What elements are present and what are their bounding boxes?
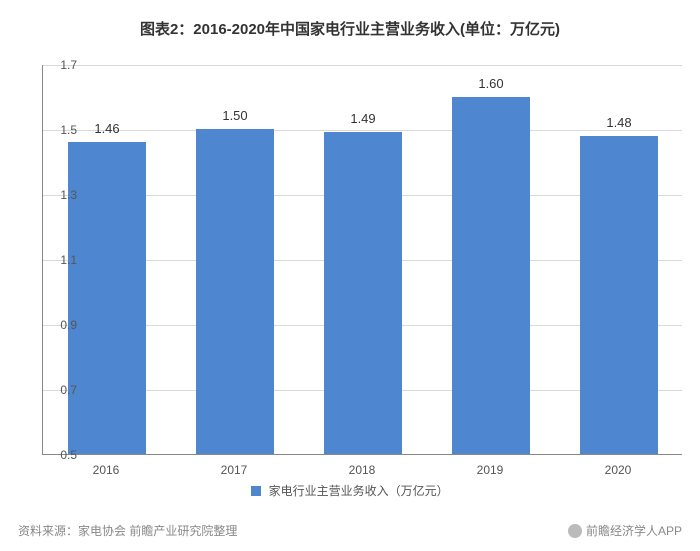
x-tick-label: 2017 — [194, 463, 274, 477]
bar-value-label: 1.50 — [195, 108, 275, 123]
attribution-icon — [568, 524, 582, 538]
x-tick-label: 2016 — [66, 463, 146, 477]
chart-title: 图表2：2016-2020年中国家电行业主营业务收入(单位：万亿元) — [0, 0, 700, 39]
y-tick-label: 1.7 — [37, 58, 77, 72]
attribution-text: 前瞻经济学人APP — [586, 522, 682, 539]
x-tick-label: 2019 — [450, 463, 530, 477]
legend-label: 家电行业主营业务收入（万亿元） — [269, 484, 449, 498]
x-tick-label: 2020 — [578, 463, 658, 477]
x-tick-label: 2018 — [322, 463, 402, 477]
y-tick-label: 0.7 — [37, 383, 77, 397]
bar — [324, 132, 402, 454]
y-tick-label: 1.5 — [37, 123, 77, 137]
y-tick-label: 0.9 — [37, 318, 77, 332]
bar — [452, 97, 530, 455]
footer: 资料来源：家电协会 前瞻产业研究院整理 前瞻经济学人APP — [18, 522, 682, 539]
attribution: 前瞻经济学人APP — [568, 522, 682, 539]
chart-container: 1.461.501.491.601.48 0.50.70.91.11.31.51… — [42, 65, 682, 475]
bar-value-label: 1.49 — [323, 111, 403, 126]
y-tick-label: 1.3 — [37, 188, 77, 202]
y-tick-label: 1.1 — [37, 253, 77, 267]
bar — [68, 142, 146, 454]
plot-area: 1.46 1.50 1.49 1.60 1.48 — [42, 65, 682, 455]
bar-value-label: 1.46 — [67, 121, 147, 136]
legend-marker — [251, 486, 261, 496]
y-tick-label: 0.5 — [37, 448, 77, 462]
source-text: 资料来源：家电协会 前瞻产业研究院整理 — [18, 522, 237, 539]
legend: 家电行业主营业务收入（万亿元） — [0, 482, 700, 499]
bar — [580, 136, 658, 455]
bar — [196, 129, 274, 454]
gridline — [43, 65, 682, 66]
bar-value-label: 1.60 — [451, 76, 531, 91]
bar-value-label: 1.48 — [579, 115, 659, 130]
